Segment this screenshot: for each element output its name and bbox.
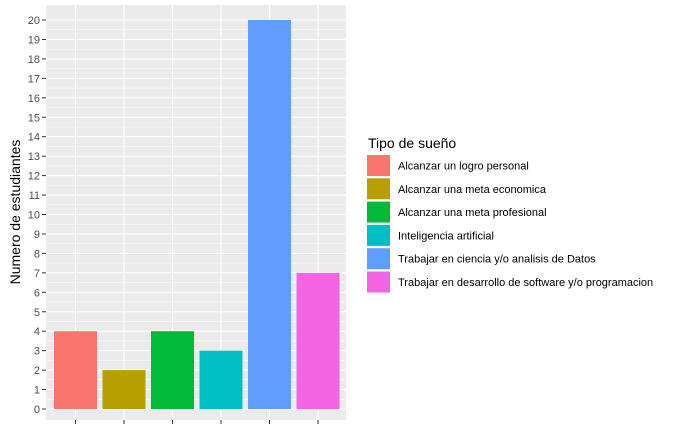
y-tick-label: 16: [28, 93, 40, 105]
legend-label: Alcanzar una meta economica: [398, 184, 547, 196]
y-tick-label: 5: [34, 307, 40, 319]
y-axis-title: Numero de estudiantes: [7, 140, 23, 285]
legend-key: [367, 271, 390, 293]
legend-label: Trabajar en ciencia y/o analisis de Dato…: [398, 254, 596, 266]
bar: [199, 350, 243, 409]
bar: [248, 20, 291, 409]
y-tick-label: 20: [28, 15, 40, 27]
legend-items: Alcanzar un logro personal Alcanzar una m…: [367, 155, 653, 293]
legend-key: [367, 224, 390, 246]
y-tick-label: 17: [28, 73, 40, 85]
y-tick-label: 10: [28, 210, 40, 222]
y-tick-label: 1: [34, 385, 40, 397]
y-tick-label: 14: [28, 132, 40, 144]
y-tick-label: 15: [28, 112, 40, 124]
y-tick-label: 0: [34, 404, 40, 416]
y-tick-label: 3: [34, 346, 40, 358]
legend-key: [367, 178, 390, 200]
legend-key: [367, 155, 390, 176]
y-tick-label: 11: [29, 190, 40, 202]
legend-label: Alcanzar una meta profesional: [398, 207, 547, 219]
legend-label: Trabajar en desarrollo de software y/o p…: [398, 277, 653, 289]
bar: [296, 272, 340, 409]
y-tick-label: 6: [34, 287, 40, 299]
y-tick-label: 9: [34, 229, 40, 241]
legend: Tipo de sueño Alcanzar un logro personal…: [367, 135, 653, 293]
y-tick-label: 2: [34, 365, 40, 377]
bar: [102, 370, 146, 409]
y-tick-label: 19: [28, 34, 40, 46]
legend-label: Inteligencia artificial: [398, 230, 494, 242]
legend-key: [367, 201, 390, 223]
legend-key: [367, 248, 390, 270]
bars: [54, 20, 340, 409]
y-tick-label: 7: [34, 268, 40, 280]
x-axis-ticks: [75, 420, 319, 424]
y-tick-label: 4: [34, 326, 40, 338]
y-tick-label: 13: [28, 151, 40, 163]
bar: [54, 331, 97, 409]
y-tick-label: 8: [34, 248, 40, 260]
y-tick-label: 18: [28, 54, 40, 66]
legend-title: Tipo de sueño: [368, 135, 456, 151]
y-tick-label: 12: [28, 171, 40, 183]
bar: [151, 331, 194, 409]
legend-label: Alcanzar un logro personal: [398, 161, 529, 173]
